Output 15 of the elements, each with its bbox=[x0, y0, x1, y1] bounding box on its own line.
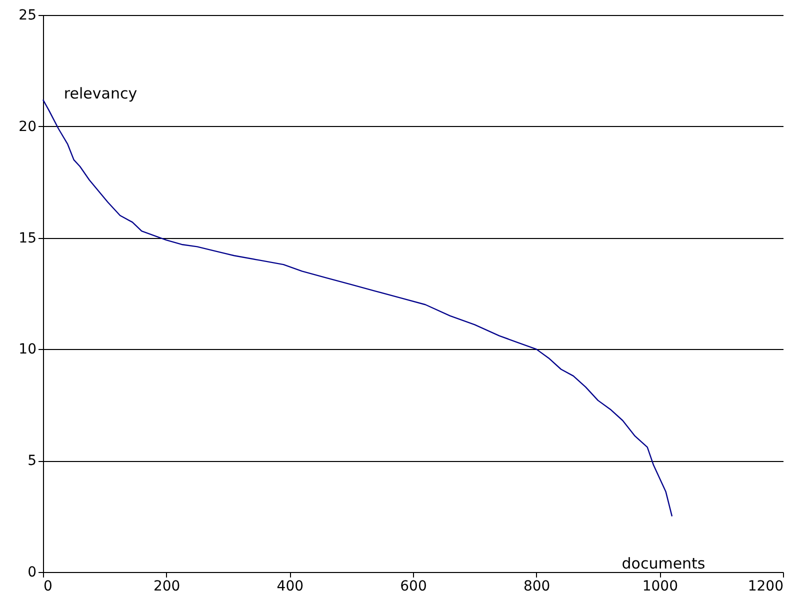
y-tick-label: 15 bbox=[18, 230, 36, 246]
y-axis-title: relevancy bbox=[64, 84, 138, 102]
x-axis-title: documents bbox=[622, 554, 706, 572]
y-tick-label: 5 bbox=[28, 453, 36, 470]
y-tick-label: 10 bbox=[18, 342, 36, 358]
y-tick-label: 25 bbox=[18, 8, 36, 24]
x-tick-label: 200 bbox=[153, 578, 180, 594]
y-tick-label: 20 bbox=[18, 118, 36, 135]
x-tick-label: 1200 bbox=[748, 578, 784, 594]
x-tick-label: 0 bbox=[44, 578, 52, 594]
x-tick-label: 600 bbox=[400, 578, 427, 594]
y-tick-label: 0 bbox=[28, 564, 36, 580]
x-tick-label: 400 bbox=[276, 578, 304, 594]
x-tick-label: 1000 bbox=[642, 578, 678, 594]
x-tick-label: 800 bbox=[523, 578, 550, 594]
